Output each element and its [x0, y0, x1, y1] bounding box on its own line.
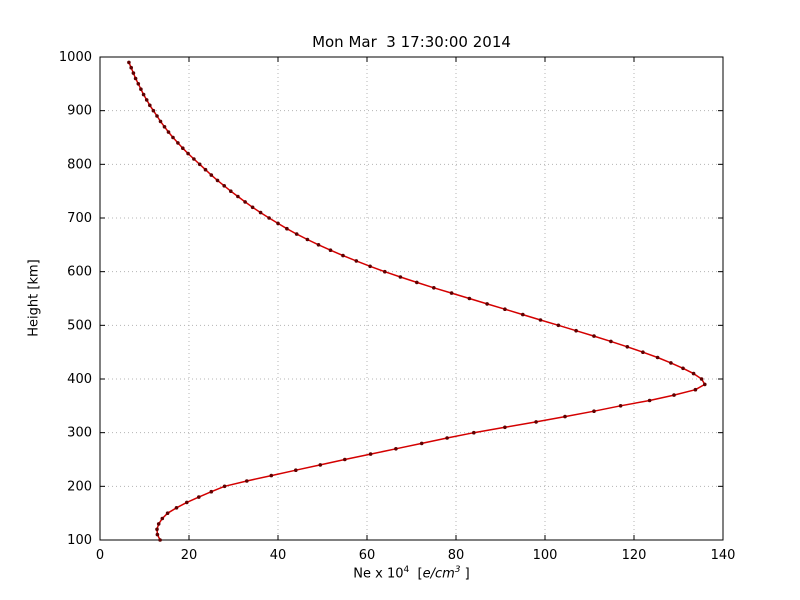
axes-border: [99, 56, 724, 541]
x-tick-label: 100: [533, 548, 558, 563]
y-tick-label: 1000: [59, 50, 92, 65]
x-axis-label-exponent: 4: [403, 565, 410, 575]
x-tick-label: 40: [270, 548, 287, 563]
x-tick-label: 20: [181, 548, 198, 563]
y-tick-label: 500: [67, 318, 92, 333]
x-tick-label: 140: [711, 548, 736, 563]
y-tick-label: 800: [67, 157, 92, 172]
y-tick-label: 700: [67, 211, 92, 226]
x-axis-label-unit-exponent: 3: [454, 565, 461, 575]
ne-profile-line: [128, 62, 706, 541]
x-axis-label-prefix: Ne x 10: [353, 566, 404, 582]
axis-ticks: [99, 56, 724, 541]
y-tick-label: 400: [67, 372, 92, 387]
y-tick-label: 100: [67, 533, 92, 548]
x-axis-label-unit: e/cm: [422, 566, 455, 582]
y-axis-label: Height [km]: [26, 259, 42, 337]
y-tick-label: 600: [67, 265, 92, 280]
ne-profile-markers: [127, 60, 707, 542]
x-tick-label: 60: [359, 548, 376, 563]
x-tick-label: 0: [96, 548, 104, 563]
tick-labels: 0 20 40 60 80 100 120 140 100 200 300 400 500 600 700 8…: [59, 50, 736, 563]
grid-lines: [99, 56, 724, 541]
x-axis-label-bracket-open: [: [409, 566, 423, 582]
x-axis-label-bracket-close: ]: [460, 566, 470, 582]
plot-title: Mon Mar 3 17:30:00 2014: [312, 33, 511, 51]
x-tick-label: 80: [448, 548, 465, 563]
x-tick-label: 120: [622, 548, 647, 563]
y-tick-label: 900: [67, 104, 92, 119]
x-axis-label: Ne x 104 [e/cm3 ]: [100, 565, 723, 581]
y-tick-label: 300: [67, 426, 92, 441]
y-tick-label: 200: [67, 479, 92, 494]
